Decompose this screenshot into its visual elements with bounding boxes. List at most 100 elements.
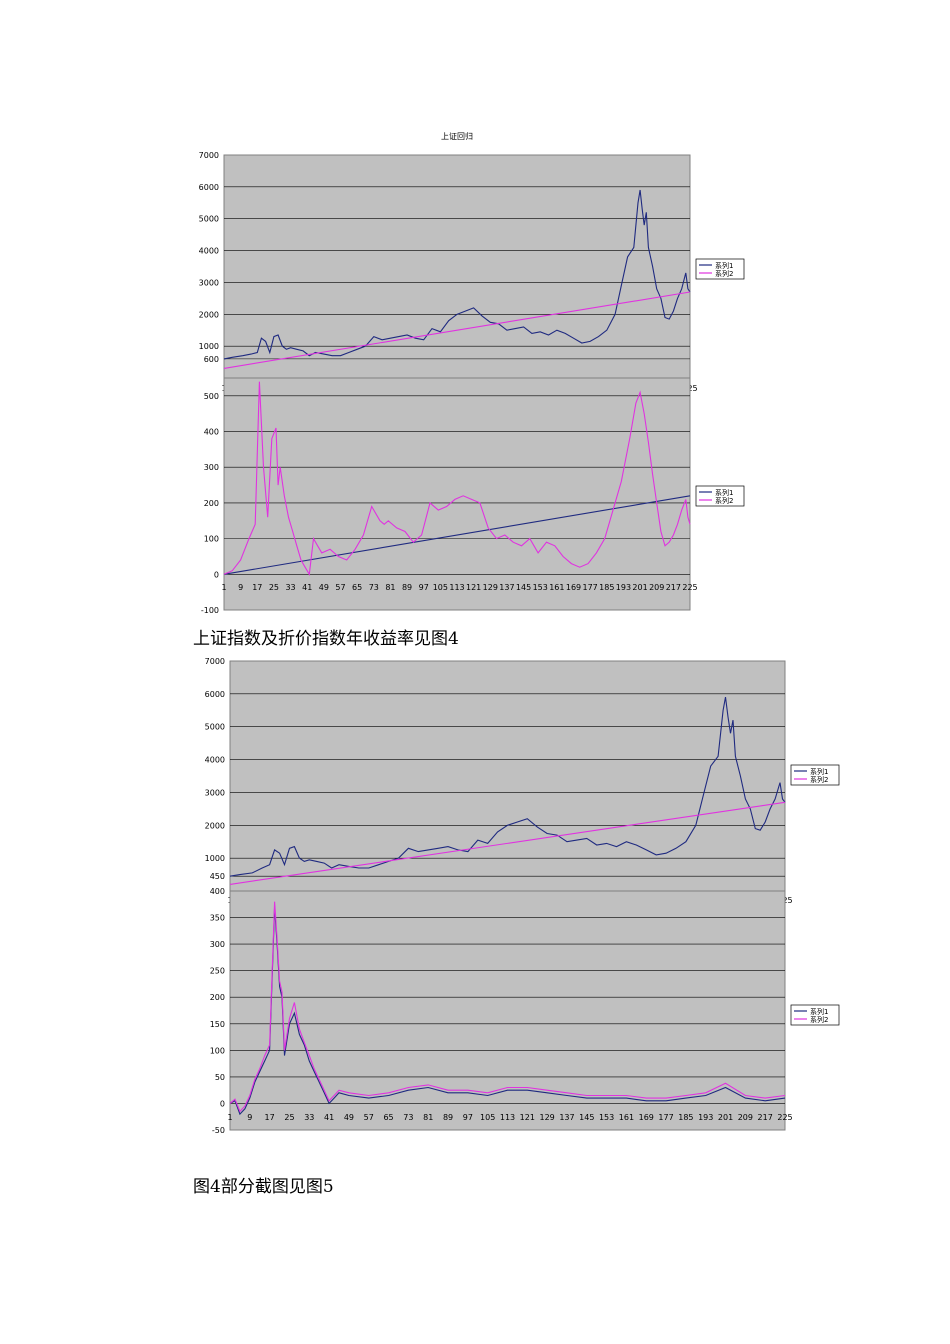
y-tick-label: 150 xyxy=(210,1020,225,1029)
y-tick-label: 300 xyxy=(210,940,225,949)
x-tick-label: 161 xyxy=(619,1113,634,1122)
x-tick-label: 161 xyxy=(549,583,564,592)
y-tick-label: 2000 xyxy=(205,821,225,830)
y-tick-label: 0 xyxy=(214,570,219,579)
y-tick-label: 5000 xyxy=(199,215,219,224)
x-tick-label: 9 xyxy=(247,1113,252,1122)
x-tick-label: 201 xyxy=(632,583,647,592)
x-tick-label: 137 xyxy=(559,1113,574,1122)
x-tick-label: 57 xyxy=(364,1113,374,1122)
x-tick-label: 25 xyxy=(284,1113,294,1122)
legend-box xyxy=(790,764,840,786)
x-tick-label: 169 xyxy=(639,1113,654,1122)
y-tick-label: 6000 xyxy=(205,690,225,699)
x-tick-label: 41 xyxy=(324,1113,334,1122)
y-tick-label: -100 xyxy=(201,606,219,615)
x-tick-label: 153 xyxy=(533,583,548,592)
y-tick-label: 6000 xyxy=(199,183,219,192)
legend-box xyxy=(695,485,745,507)
x-tick-label: 121 xyxy=(466,583,481,592)
y-tick-label: 100 xyxy=(204,535,219,544)
series-line-1 xyxy=(229,906,786,1116)
plot-area xyxy=(229,890,786,1131)
x-tick-label: 185 xyxy=(599,583,614,592)
series-line-2 xyxy=(223,291,691,369)
series-line-2 xyxy=(229,901,786,1113)
x-tick-label: 105 xyxy=(433,583,448,592)
x-tick-label: 129 xyxy=(483,583,498,592)
x-tick-label: 113 xyxy=(500,1113,515,1122)
x-tick-label: 1 xyxy=(221,583,226,592)
y-tick-label: 4000 xyxy=(199,247,219,256)
y-tick-label: 1000 xyxy=(199,342,219,351)
x-tick-label: 49 xyxy=(344,1113,354,1122)
x-tick-label: 217 xyxy=(758,1113,773,1122)
x-tick-label: 217 xyxy=(666,583,681,592)
x-tick-label: 169 xyxy=(566,583,581,592)
x-tick-label: 97 xyxy=(463,1113,473,1122)
x-tick-label: 41 xyxy=(302,583,312,592)
plot-area xyxy=(223,377,691,611)
plot-area xyxy=(223,154,691,379)
y-tick-label: 250 xyxy=(210,967,225,976)
y-tick-label: 50 xyxy=(215,1073,225,1082)
x-tick-label: 1 xyxy=(227,1113,232,1122)
x-tick-label: 89 xyxy=(443,1113,453,1122)
x-tick-label: 225 xyxy=(777,1113,792,1122)
x-tick-label: 17 xyxy=(265,1113,275,1122)
legend-label: 系列2 xyxy=(810,1015,828,1024)
x-tick-label: 121 xyxy=(520,1113,535,1122)
legend-box xyxy=(695,258,745,280)
legend-box xyxy=(790,1004,840,1026)
x-tick-label: 153 xyxy=(599,1113,614,1122)
x-tick-label: 177 xyxy=(583,583,598,592)
y-tick-label: 3000 xyxy=(199,278,219,287)
y-tick-label: 400 xyxy=(204,428,219,437)
x-tick-label: 193 xyxy=(698,1113,713,1122)
x-tick-label: 17 xyxy=(252,583,262,592)
x-tick-label: 225 xyxy=(682,583,697,592)
x-tick-label: 25 xyxy=(269,583,279,592)
x-tick-label: 145 xyxy=(516,583,531,592)
y-tick-label: 1000 xyxy=(205,854,225,863)
plot-area xyxy=(229,660,786,892)
x-tick-label: 57 xyxy=(335,583,345,592)
y-tick-label: 0 xyxy=(220,1099,225,1108)
x-tick-label: 33 xyxy=(285,583,295,592)
y-tick-label: 4000 xyxy=(205,756,225,765)
x-tick-label: 209 xyxy=(649,583,664,592)
x-tick-label: 65 xyxy=(352,583,362,592)
x-tick-label: 185 xyxy=(678,1113,693,1122)
x-tick-label: 201 xyxy=(718,1113,733,1122)
legend-label: 系列2 xyxy=(715,269,733,278)
chart-3: 4501000200030004000500060007000191725334… xyxy=(205,657,840,905)
series-line-1 xyxy=(229,697,786,877)
x-tick-label: 137 xyxy=(499,583,514,592)
y-tick-label: 400 xyxy=(210,887,225,896)
x-tick-label: 33 xyxy=(304,1113,314,1122)
chart-2: -100 0 100 200 300 400 500 1 9 17 25 33 41 49 57 65 73 81… xyxy=(201,377,745,615)
y-tick-label: 100 xyxy=(210,1046,225,1055)
x-tick-label: 9 xyxy=(238,583,243,592)
legend-label: 系列2 xyxy=(715,496,733,505)
y-tick-label: 3000 xyxy=(205,788,225,797)
series-line-2 xyxy=(229,801,786,885)
y-tick-label: 5000 xyxy=(205,723,225,732)
x-tick-label: 73 xyxy=(403,1113,413,1122)
x-tick-label: 49 xyxy=(319,583,329,592)
x-tick-label: 89 xyxy=(402,583,412,592)
y-tick-label: 500 xyxy=(204,392,219,401)
figure-5-caption: 图4部分截图见图5 xyxy=(193,1177,334,1197)
chart-title: 上证回归 xyxy=(441,131,473,141)
y-tick-label: -50 xyxy=(212,1126,225,1135)
y-tick-label: 450 xyxy=(210,872,225,881)
x-tick-label: 65 xyxy=(383,1113,393,1122)
x-tick-label: 145 xyxy=(579,1113,594,1122)
y-tick-label: 7000 xyxy=(199,151,219,160)
x-tick-label: 81 xyxy=(423,1113,433,1122)
y-tick-label: 600 xyxy=(204,355,219,364)
y-tick-label: 350 xyxy=(210,914,225,923)
